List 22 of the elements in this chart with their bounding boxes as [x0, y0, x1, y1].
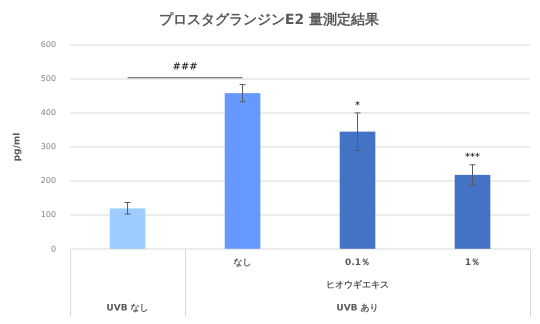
y-tick-label: 200	[40, 176, 56, 186]
x-tick-label: 0.1％	[345, 258, 370, 268]
text: UVB なし	[106, 303, 149, 314]
annotation: *	[355, 100, 360, 112]
bar	[340, 132, 376, 249]
x-tick-label: なし	[234, 258, 252, 268]
text: ヒオウギエキス	[326, 279, 390, 290]
text: UVB あり	[336, 303, 379, 314]
bar	[224, 93, 260, 249]
y-tick-label: 600	[40, 40, 56, 49]
bar	[454, 174, 490, 249]
y-tick-label: 500	[40, 74, 56, 83]
y-tick-label: 0	[50, 244, 56, 254]
annotation: ###	[172, 61, 198, 72]
y-tick-label: 400	[40, 108, 56, 118]
y-tick-label: 300	[40, 142, 56, 152]
chart-title: プロスタグランジンE2 量測定結果	[158, 11, 380, 28]
x-tick-label: 1％	[464, 258, 480, 268]
bar	[110, 208, 146, 249]
annotation: ***	[465, 152, 480, 163]
y-axis-title: pg/ml	[12, 132, 23, 162]
y-tick-label: 100	[40, 210, 56, 220]
